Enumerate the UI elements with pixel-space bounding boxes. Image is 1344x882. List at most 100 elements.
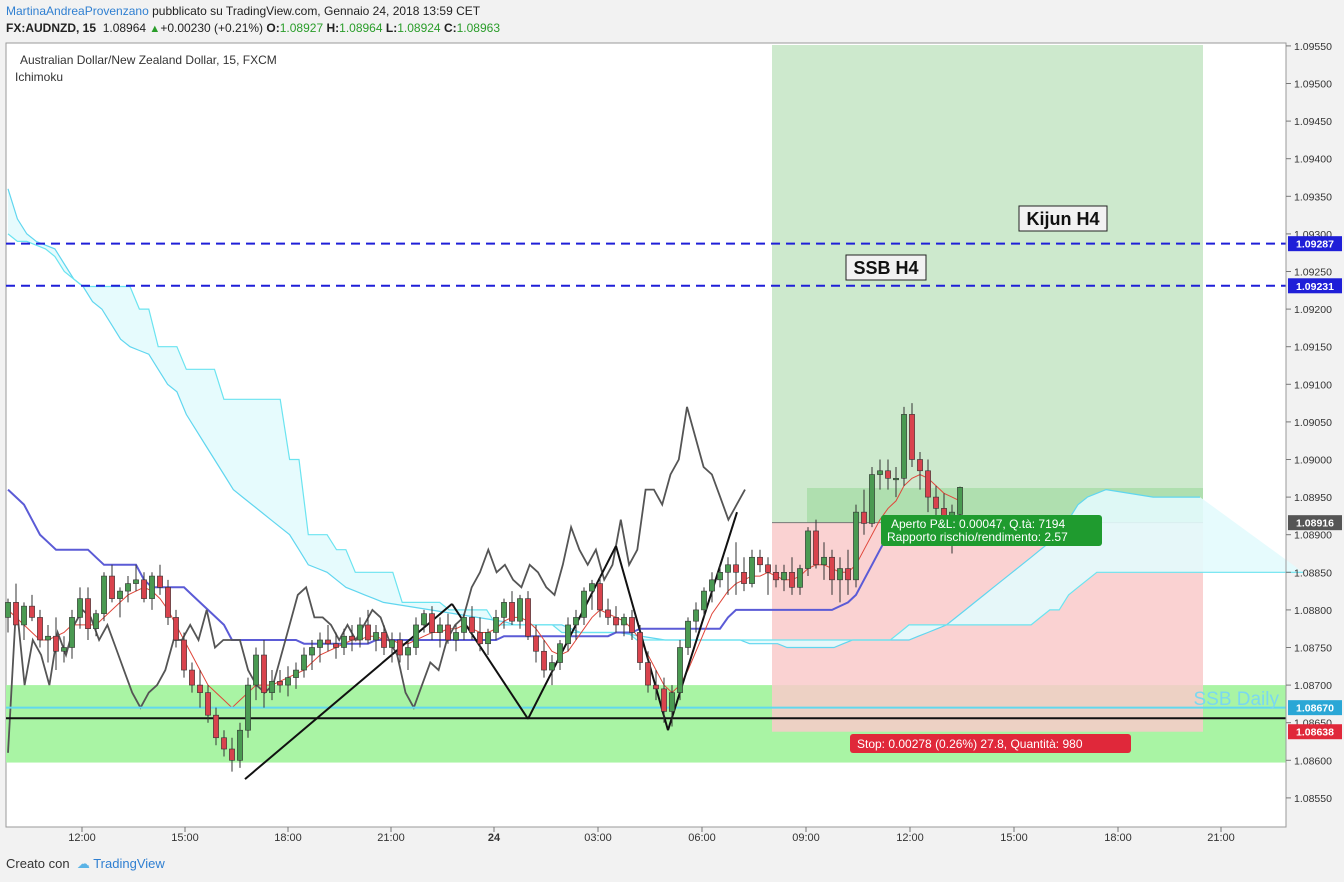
candle[interactable] (837, 568, 843, 581)
candle[interactable] (749, 556, 755, 584)
candle[interactable] (397, 639, 403, 656)
candle[interactable] (581, 590, 587, 618)
candle[interactable] (277, 681, 283, 686)
candle[interactable] (773, 571, 779, 581)
candle[interactable] (485, 632, 491, 645)
candle[interactable] (349, 635, 355, 641)
candle[interactable] (221, 737, 227, 750)
candle[interactable] (629, 617, 635, 633)
candle[interactable] (469, 617, 475, 633)
candle[interactable] (853, 511, 859, 581)
candle[interactable] (685, 620, 691, 648)
candle[interactable] (797, 568, 803, 588)
candle[interactable] (781, 571, 787, 581)
candle[interactable] (453, 632, 459, 641)
candle[interactable] (661, 688, 667, 712)
candle[interactable] (653, 684, 659, 690)
candle[interactable] (645, 662, 651, 686)
candle[interactable] (365, 624, 371, 641)
candle[interactable] (461, 617, 467, 633)
candle[interactable] (637, 632, 643, 663)
candle[interactable] (37, 617, 43, 641)
candle[interactable] (813, 530, 819, 566)
candle[interactable] (885, 470, 891, 479)
candle[interactable] (285, 677, 291, 686)
candle[interactable] (821, 556, 827, 566)
candle[interactable] (413, 624, 419, 648)
symbol-label[interactable]: FX:AUDNZD, 15 (6, 21, 97, 35)
candle[interactable] (301, 654, 307, 671)
candle[interactable] (525, 598, 531, 637)
candle[interactable] (269, 681, 275, 693)
candle[interactable] (181, 639, 187, 671)
candle[interactable] (549, 662, 555, 671)
candle[interactable] (437, 624, 443, 633)
candle[interactable] (445, 624, 451, 641)
candle[interactable] (877, 470, 883, 475)
tradingview-link[interactable]: TradingView (93, 856, 165, 871)
candle[interactable] (869, 474, 875, 524)
candle[interactable] (333, 643, 339, 648)
candle[interactable] (517, 598, 523, 622)
candle[interactable] (701, 590, 707, 611)
candle[interactable] (77, 598, 83, 618)
candle[interactable] (85, 598, 91, 629)
stop-badge[interactable] (850, 734, 1131, 753)
candle[interactable] (405, 647, 411, 656)
candle[interactable] (533, 635, 539, 652)
candle[interactable] (693, 609, 699, 622)
candle[interactable] (357, 624, 363, 641)
candle[interactable] (589, 583, 595, 592)
candle[interactable] (53, 635, 59, 652)
candle[interactable] (141, 579, 147, 599)
candle[interactable] (389, 639, 395, 648)
candle[interactable] (893, 477, 899, 481)
candle[interactable] (597, 583, 603, 611)
candle[interactable] (573, 617, 579, 626)
candle[interactable] (861, 511, 867, 524)
candle[interactable] (717, 571, 723, 581)
candle[interactable] (765, 564, 771, 573)
candle[interactable] (909, 414, 915, 460)
candle[interactable] (565, 624, 571, 645)
candle[interactable] (101, 575, 107, 614)
candle[interactable] (725, 564, 731, 573)
candle[interactable] (957, 487, 963, 515)
candle[interactable] (925, 470, 931, 498)
candle[interactable] (613, 617, 619, 626)
candle[interactable] (557, 643, 563, 663)
candle[interactable] (429, 613, 435, 633)
candle[interactable] (845, 568, 851, 581)
candle[interactable] (325, 639, 331, 645)
candle[interactable] (901, 414, 907, 479)
candle[interactable] (69, 617, 75, 648)
candle[interactable] (933, 496, 939, 509)
candle[interactable] (61, 647, 67, 652)
candle[interactable] (621, 617, 627, 626)
candle[interactable] (941, 508, 947, 517)
candle[interactable] (309, 647, 315, 656)
target-zone[interactable] (772, 45, 1203, 523)
candle[interactable] (917, 459, 923, 472)
ssb-h4-box[interactable] (845, 254, 927, 281)
candle[interactable] (21, 605, 27, 626)
candle[interactable] (677, 647, 683, 693)
candle[interactable] (253, 654, 259, 686)
candle[interactable] (341, 635, 347, 648)
candle[interactable] (293, 669, 299, 678)
candle[interactable] (669, 692, 675, 712)
candle[interactable] (373, 632, 379, 641)
candle[interactable] (149, 575, 155, 599)
candle[interactable] (229, 748, 235, 761)
candle[interactable] (189, 669, 195, 686)
candle[interactable] (165, 587, 171, 618)
zigzag-leg-3[interactable] (527, 545, 617, 720)
candle[interactable] (541, 650, 547, 671)
kijun-h4-box[interactable] (1018, 205, 1108, 232)
candle[interactable] (757, 556, 763, 566)
candle[interactable] (789, 571, 795, 588)
candle[interactable] (45, 635, 51, 641)
candle[interactable] (173, 617, 179, 641)
candle[interactable] (733, 564, 739, 573)
candle[interactable] (213, 714, 219, 739)
